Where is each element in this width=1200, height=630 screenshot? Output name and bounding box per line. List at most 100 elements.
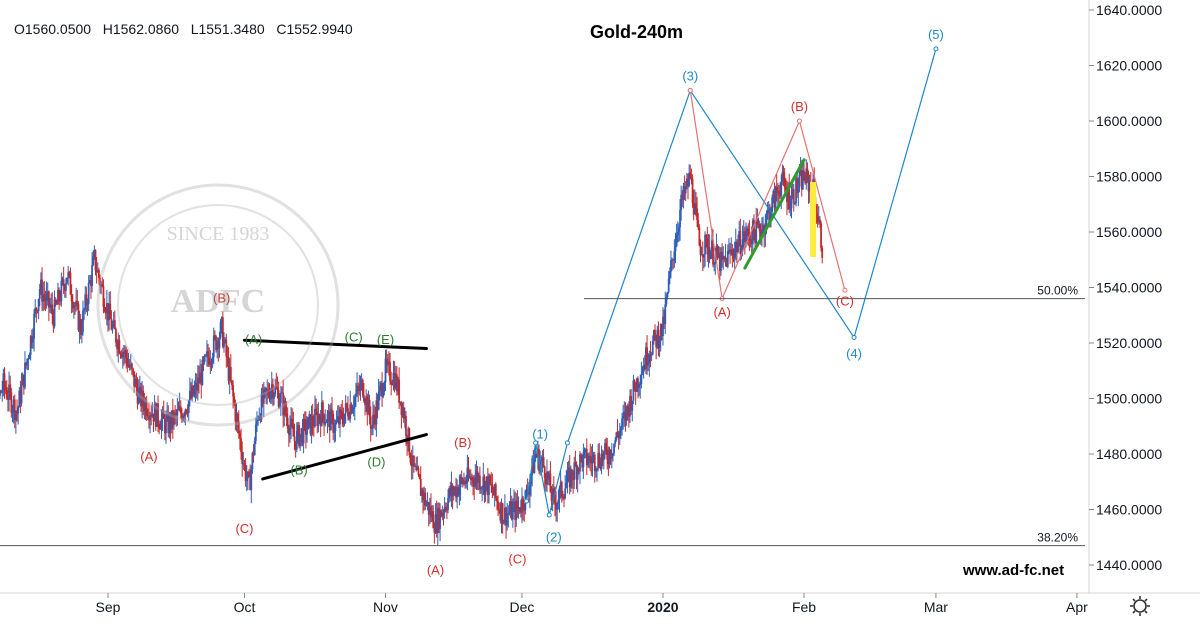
- candle-body: [746, 228, 749, 237]
- gear-icon[interactable]: [1130, 596, 1150, 616]
- candle-body: [291, 418, 294, 426]
- candle-body: [468, 476, 471, 478]
- candle-body: [648, 354, 651, 364]
- candle-body: [123, 352, 125, 354]
- candle-body: [450, 485, 453, 497]
- candle-body: [85, 294, 88, 305]
- candle-body: [146, 415, 149, 417]
- candle-body: [625, 405, 628, 421]
- candle-body: [273, 394, 275, 399]
- candle-body: [353, 397, 356, 408]
- candle-body: [466, 467, 469, 484]
- candle-body: [124, 350, 126, 354]
- price-axis[interactable]: 1640.0000 1620.0000 1600.0000 1580.0000 1560…: [1089, 2, 1162, 573]
- candle-body: [699, 245, 702, 256]
- candle-body: [471, 477, 473, 481]
- candle-body: [381, 383, 383, 397]
- candle-body: [370, 426, 373, 429]
- candle-body: [447, 497, 449, 510]
- candle-body: [342, 419, 345, 425]
- candle-body: [265, 388, 267, 392]
- candle-body: [488, 475, 490, 495]
- candle-body: [108, 303, 111, 321]
- candles-layer: [0, 156, 824, 546]
- candle-body: [708, 247, 711, 259]
- candle-body: [629, 395, 631, 417]
- candle-body: [542, 457, 545, 467]
- price-tick-label: 1480.0000: [1096, 446, 1162, 462]
- candle-body: [473, 483, 476, 487]
- candle-body: [736, 241, 738, 253]
- candle-body: [805, 168, 808, 184]
- candle-body: [210, 361, 213, 363]
- candle-body: [55, 303, 58, 305]
- candle-body: [776, 191, 779, 194]
- candle-body: [549, 473, 552, 493]
- candle-body: [282, 392, 285, 416]
- candle-body: [590, 459, 593, 464]
- candle-body: [440, 510, 443, 517]
- candle-body: [559, 481, 562, 488]
- candle-body: [546, 471, 548, 485]
- candle-body: [240, 438, 242, 453]
- candle-body: [696, 208, 698, 221]
- candle-body: [552, 488, 555, 495]
- candle-body: [285, 413, 288, 418]
- candle-body: [656, 329, 659, 348]
- candle-body: [21, 374, 24, 385]
- trendline[interactable]: [743, 158, 806, 270]
- candle-body: [25, 362, 28, 366]
- candle-body: [93, 250, 96, 257]
- wave-label: (B): [213, 291, 230, 306]
- candle-body: [566, 471, 569, 483]
- candle-body: [560, 481, 563, 497]
- candle-body: [24, 362, 26, 388]
- candle-body: [99, 278, 101, 287]
- candle-body: [632, 380, 635, 401]
- candle-body: [145, 402, 148, 416]
- candle-body: [667, 278, 670, 292]
- fib-level-layer: 50.00% 38.20%: [0, 284, 1085, 547]
- candle-body: [449, 488, 452, 497]
- candle-body: [693, 203, 696, 215]
- candle-body: [755, 219, 758, 244]
- candle-body: [409, 454, 412, 463]
- candle-body: [398, 379, 401, 403]
- candle-body: [9, 384, 12, 393]
- candle-body: [385, 358, 388, 366]
- candle-body: [249, 475, 252, 491]
- candle-body: [319, 418, 322, 426]
- candle-body: [567, 467, 570, 472]
- candle-body: [11, 410, 14, 413]
- candle-body: [374, 417, 377, 425]
- candle-body: [328, 411, 331, 431]
- fib-level-label: 50.00%: [1037, 284, 1078, 298]
- candle-body: [309, 414, 312, 434]
- candle-body: [506, 514, 509, 526]
- candle-body: [600, 454, 603, 469]
- candle-body: [140, 386, 142, 407]
- trendline[interactable]: [261, 433, 428, 481]
- candle-body: [540, 460, 543, 462]
- candle-body: [130, 363, 133, 369]
- candle-body: [815, 213, 818, 217]
- candle-body: [46, 291, 49, 295]
- time-axis[interactable]: Sep Oct Nov Dec 2020 Feb Mar Apr: [96, 593, 1089, 615]
- candle-body: [252, 452, 255, 456]
- candle-body: [448, 488, 451, 498]
- candle-body: [308, 414, 311, 418]
- candle-body: [721, 251, 724, 260]
- candle-body: [62, 279, 65, 287]
- candle-body: [484, 481, 487, 495]
- candle-body: [709, 251, 712, 259]
- candle-body: [562, 496, 564, 498]
- candle-body: [674, 246, 677, 252]
- candle-body: [17, 407, 20, 414]
- candle-body: [90, 280, 92, 287]
- candle-body: [637, 378, 639, 388]
- candle-body: [666, 291, 669, 298]
- candle-body: [579, 454, 581, 472]
- candle-body: [135, 379, 138, 389]
- trendline[interactable]: [242, 338, 428, 351]
